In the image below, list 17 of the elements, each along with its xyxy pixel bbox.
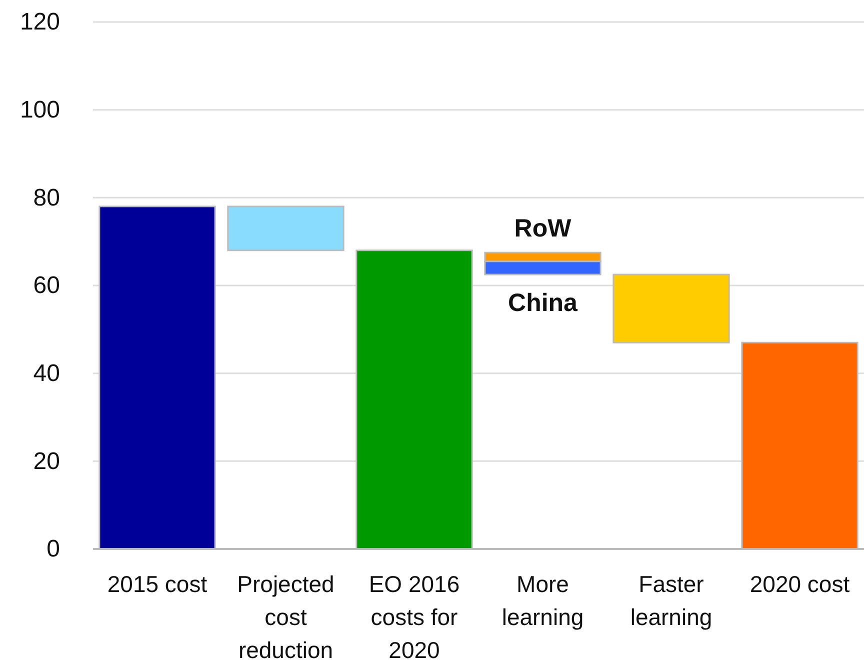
- y-tick-label: 40: [33, 360, 60, 388]
- series-label: RoW: [514, 214, 572, 243]
- x-tick-label: 2020 cost: [750, 571, 850, 597]
- y-tick-label: 20: [33, 448, 60, 475]
- x-tick-label: More learning: [502, 571, 584, 630]
- x-tick-label: Projected cost reduction: [237, 571, 334, 663]
- x-tick-label: 2015 cost: [107, 571, 208, 597]
- series-label: China: [508, 289, 579, 318]
- y-tick-label: 0: [46, 536, 60, 563]
- bar: [227, 206, 344, 252]
- x-tick-label: EO 2016 costs for 2020: [368, 571, 460, 663]
- y-tick-label: 100: [20, 96, 60, 124]
- y-tick-label: 60: [33, 272, 60, 300]
- y-tick-label: 80: [33, 184, 60, 212]
- y-tick-label: 120: [20, 8, 60, 36]
- bar: [612, 274, 730, 344]
- x-tick-label: Faster learning: [630, 571, 712, 630]
